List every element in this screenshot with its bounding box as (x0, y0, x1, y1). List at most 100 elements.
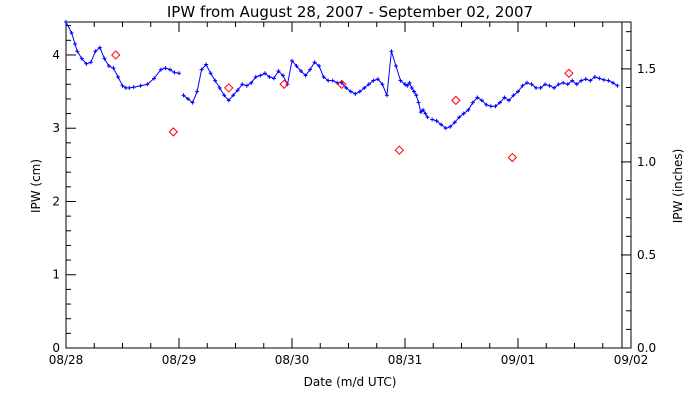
x-tick-label: 08/29 (162, 353, 197, 367)
ipw-gps-point (353, 91, 358, 96)
ipw-gps-point (403, 82, 407, 87)
ipw-gps-point (393, 63, 398, 68)
ipw-gps-point (344, 85, 349, 90)
ipw-sonde-point (224, 83, 234, 93)
ipw-gps-point (475, 95, 480, 100)
ipw-gps-point (131, 85, 136, 90)
ipw-gps-point (416, 100, 421, 105)
y-right-tick-label: 1.0 (637, 155, 656, 169)
ipw-gps-point (583, 77, 588, 82)
ipw-gps-point (425, 115, 430, 120)
ipw-gps-point (511, 93, 516, 98)
ipw-gps-point (145, 82, 150, 87)
ipw-gps-point (466, 107, 471, 112)
ipw-gps-point (226, 98, 231, 103)
ipw-gps-point (312, 60, 317, 65)
ipw-gps-point (190, 100, 195, 105)
ipw-gps-point (258, 73, 263, 78)
ipw-gps-point (389, 49, 394, 54)
ipw-gps-point (271, 76, 276, 81)
chart-title: IPW from August 28, 2007 - September 02,… (167, 3, 533, 21)
ipw-gps-point (506, 98, 511, 103)
ipw-gps-point (213, 78, 218, 83)
ipw-gps-point (158, 67, 163, 72)
ipw-gps-point (452, 120, 457, 125)
ipw-sonde-point (337, 79, 347, 89)
ipw-gps-point (421, 107, 426, 112)
ipw-gps-point (88, 60, 93, 65)
x-axis-label: Date (m/d UTC) (304, 375, 397, 389)
ipw-gps-point (439, 122, 444, 127)
ipw-gps-point (172, 70, 177, 75)
ipw-gps-point (249, 80, 254, 85)
ipw-gps-point (330, 78, 335, 83)
ipw-gps-point (430, 117, 435, 122)
ipw-gps-point (357, 89, 362, 94)
ipw-gps-point (493, 104, 498, 109)
series-layer (64, 20, 623, 348)
ipw-gps-point (561, 80, 566, 85)
ipw-gps-point (64, 20, 68, 24)
ipw-gps-point (556, 82, 561, 87)
ipw-gps-point (199, 67, 204, 72)
ipw-gps-point (253, 74, 258, 79)
ipw-gps-point (516, 89, 520, 94)
ipw-gps-point (448, 124, 453, 129)
ipw-sonde-point (111, 50, 121, 60)
ipw-gps-line (65, 21, 180, 89)
ipw-sonde-point (564, 68, 574, 78)
ipw-gps-point (267, 74, 272, 79)
ipw-gps-point (138, 83, 143, 88)
ipw-gps-point (93, 49, 98, 54)
ipw-gps-line (431, 76, 618, 129)
ipw-gps-point (409, 85, 414, 90)
ipw-gps-point (111, 66, 116, 71)
ipw-gps-point (123, 85, 128, 90)
ipw-gps-point (525, 80, 530, 85)
ipw-gps-point (181, 93, 186, 98)
ipw-gps-point (69, 30, 74, 35)
ipw-gps-point (244, 83, 249, 88)
y-tick-label: 2 (52, 194, 60, 208)
ipw-gps-point (362, 85, 367, 90)
ipw-gps-point (303, 73, 308, 78)
ipw-gps-point (414, 93, 419, 98)
ipw-gps-point (366, 82, 371, 87)
ipw-gps-point (326, 78, 331, 83)
ipw-gps-point (163, 66, 168, 71)
ipw-gps-point (75, 49, 80, 54)
ipw-gps-point (565, 82, 570, 87)
x-tick-label: 09/02 (614, 353, 649, 367)
ipw-gps-point (167, 67, 172, 72)
y-right-tick-label: 1.5 (637, 62, 656, 76)
ipw-gps-point (606, 78, 611, 83)
y-tick-label: 1 (52, 268, 60, 282)
ipw-gps-point (398, 78, 403, 83)
ipw-gps-point (204, 62, 209, 67)
ipw-gps-point (280, 73, 285, 78)
ipw-gps-point (276, 69, 281, 74)
x-tick-label: 09/01 (501, 353, 536, 367)
ipw-gps-point (152, 76, 157, 81)
ipw-gps-point (375, 77, 380, 82)
ipw-gps-point (240, 82, 245, 87)
ipw-gps-point (423, 111, 428, 116)
ipw-gps-point (371, 78, 376, 83)
ipw-sonde-point (394, 145, 405, 155)
ipw-gps-point (434, 118, 439, 123)
ipw-gps-point (552, 85, 557, 90)
ipw-gps-point (79, 56, 84, 61)
ipw-gps-point (262, 71, 267, 76)
ipw-gps-point (479, 98, 484, 103)
ipw-gps-point (407, 80, 412, 85)
ipw-gps-point (217, 85, 222, 90)
y-tick-label: 3 (52, 121, 60, 135)
ipw-gps-point (405, 83, 410, 88)
ipw-gps-point (308, 67, 313, 72)
ipw-gps-point (502, 95, 507, 100)
ipw-gps-point (443, 126, 448, 131)
ipw-gps-point (520, 83, 525, 88)
x-tick-label: 08/31 (388, 353, 423, 367)
y-tick-label: 4 (52, 48, 60, 62)
